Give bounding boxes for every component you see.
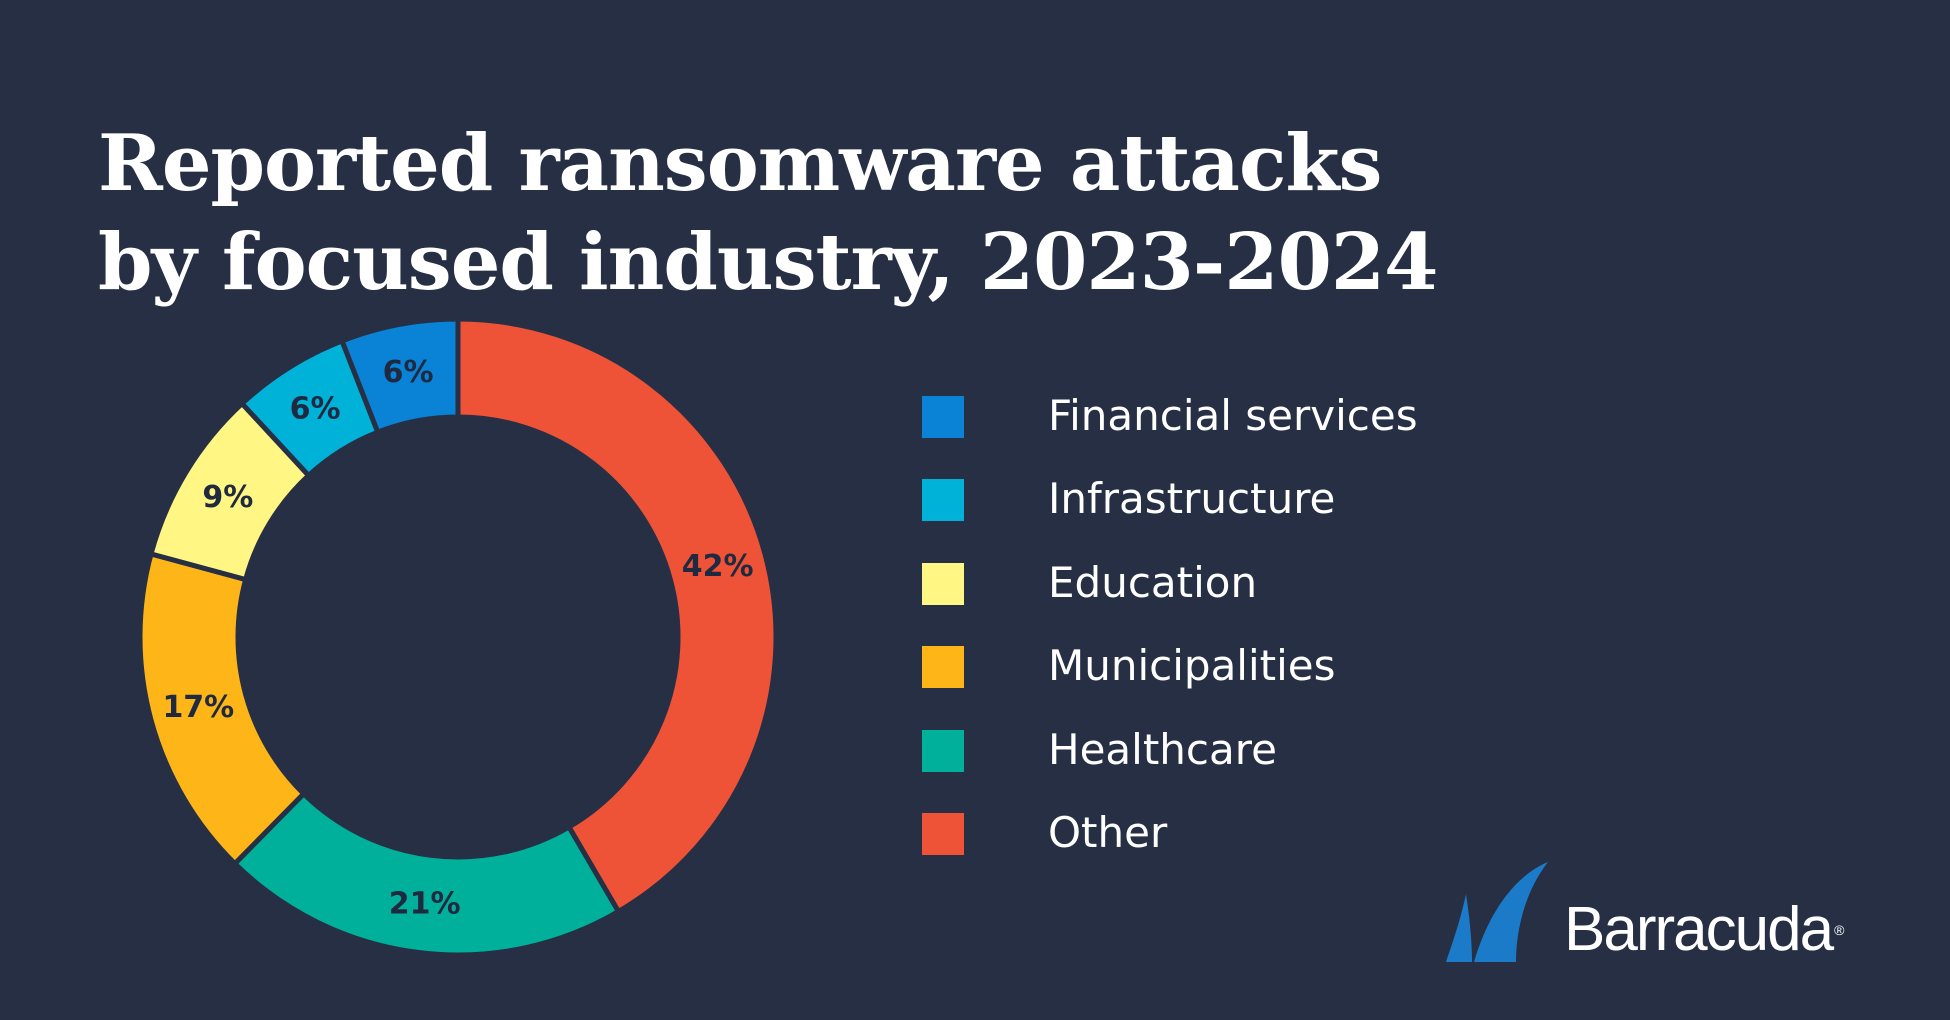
fin-large-icon — [1474, 862, 1548, 962]
slice-value-label: 6% — [290, 392, 341, 427]
legend-label: Education — [1048, 557, 1258, 607]
title-line-1: Reported ransomware attacks — [98, 118, 1382, 210]
page-title: Reported ransomware attacks by focused i… — [98, 114, 1598, 312]
legend-swatch — [922, 562, 964, 605]
slice-value-label: 9% — [202, 480, 253, 515]
donut-slice-labels: 42% 21% 17% 9% 6% 6% — [162, 355, 753, 921]
legend-label: Healthcare — [1048, 724, 1277, 774]
legend-item-other: Other — [922, 808, 1418, 896]
logo-wordmark: Barracuda ® — [1564, 895, 1844, 965]
legend-item-healthcare: Healthcare — [922, 725, 1418, 813]
donut-slice-other — [455, 316, 779, 915]
fin-small-icon — [1446, 894, 1472, 962]
legend-swatch — [922, 396, 964, 438]
donut-slices — [137, 316, 779, 958]
legend-swatch — [922, 646, 964, 689]
title-line-2: by focused industry, 2023-2024 — [98, 217, 1438, 309]
legend-item-municipalities: Municipalities — [922, 641, 1418, 729]
slice-value-label: 6% — [383, 355, 434, 390]
legend-label: Municipalities — [1048, 641, 1336, 691]
barracuda-fin-icon — [1446, 862, 1548, 962]
slice-value-label: 42% — [682, 549, 754, 584]
legend-label: Financial services — [1048, 391, 1418, 440]
legend-item-infrastructure: Infrastructure — [922, 474, 1418, 562]
legend-label: Other — [1048, 807, 1168, 857]
barracuda-logo: Barracuda ® — [1444, 860, 1864, 970]
legend-item-financial-services: Financial services — [922, 391, 1418, 479]
slice-value-label: 21% — [389, 886, 461, 921]
legend-item-education: Education — [922, 558, 1418, 646]
donut-slice-financial-services — [338, 316, 461, 436]
donut-slice-healthcare — [231, 790, 622, 958]
legend-swatch — [922, 479, 964, 522]
legend-label: Infrastructure — [1048, 474, 1336, 524]
slice-value-label: 17% — [162, 690, 234, 725]
chart-legend: Financial services Infrastructure Educat… — [922, 391, 1418, 896]
legend-swatch — [922, 812, 964, 855]
legend-swatch — [922, 729, 964, 772]
logo-text: Barracuda — [1564, 895, 1834, 964]
registered-mark: ® — [1834, 922, 1845, 938]
